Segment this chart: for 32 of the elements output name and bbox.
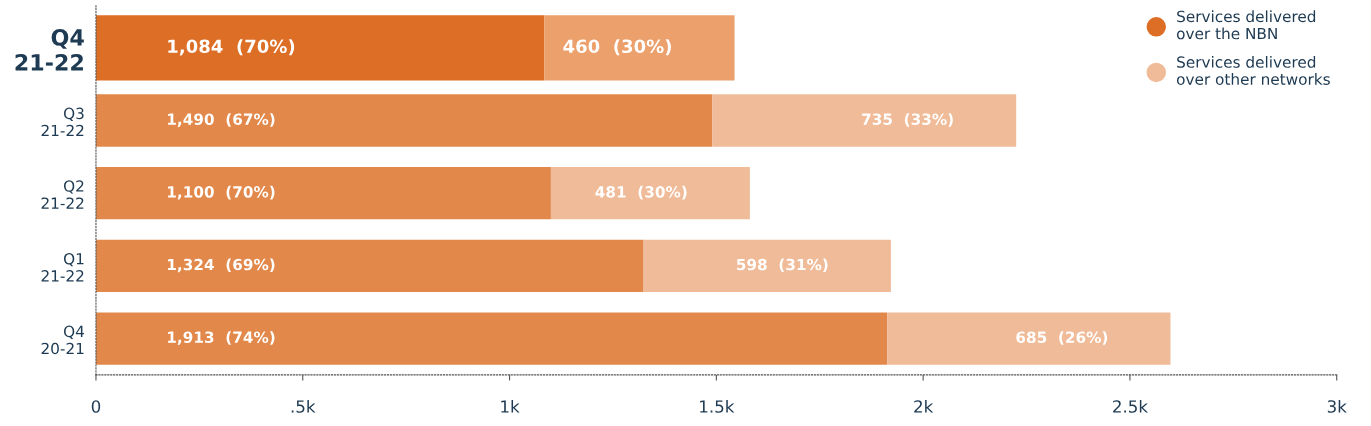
x-tick-label: 2.5k xyxy=(1113,399,1148,413)
legend-label: Services delivered over the NBN xyxy=(1176,10,1316,40)
bar xyxy=(95,94,713,147)
x-tick-label: 1.5k xyxy=(700,399,735,413)
data-label: 735 (33%) xyxy=(862,113,953,127)
bar xyxy=(95,312,888,365)
data-label: 1,913 (74%) xyxy=(168,331,275,345)
bar xyxy=(95,167,551,220)
bar xyxy=(712,94,1017,147)
y-tick-label: Q3 21-22 xyxy=(41,107,84,137)
x-tick-label: 3k xyxy=(1327,399,1347,413)
bar xyxy=(95,239,644,293)
x-tick-label: 0 xyxy=(91,400,101,413)
y-tick-label: Q4 21-22 xyxy=(15,29,84,71)
y-tick-label: Q2 21-22 xyxy=(41,180,84,209)
y-tick-label: Q4 20-21 xyxy=(41,325,84,355)
data-label: 1,084 (70%) xyxy=(168,39,295,56)
data-label: 1,100 (70%) xyxy=(168,185,275,200)
data-label: 598 (31%) xyxy=(736,258,828,273)
data-label: 1,324 (69%) xyxy=(168,258,275,273)
x-tick-label: 1k xyxy=(501,399,520,413)
data-label: 481 (30%) xyxy=(595,185,687,200)
data-label: 685 (26%) xyxy=(1016,331,1108,345)
bar xyxy=(643,239,891,293)
y-tick-label: Q1 21-22 xyxy=(41,252,84,282)
bar xyxy=(550,167,750,220)
legend-label: Services delivered over other networks xyxy=(1176,56,1330,85)
data-label: 460 (30%) xyxy=(563,39,671,56)
x-tick-label: 2k xyxy=(914,399,934,413)
bar xyxy=(887,312,1171,365)
x-tick-label: .5k xyxy=(291,399,316,413)
data-label: 1,490 (67%) xyxy=(168,113,275,127)
